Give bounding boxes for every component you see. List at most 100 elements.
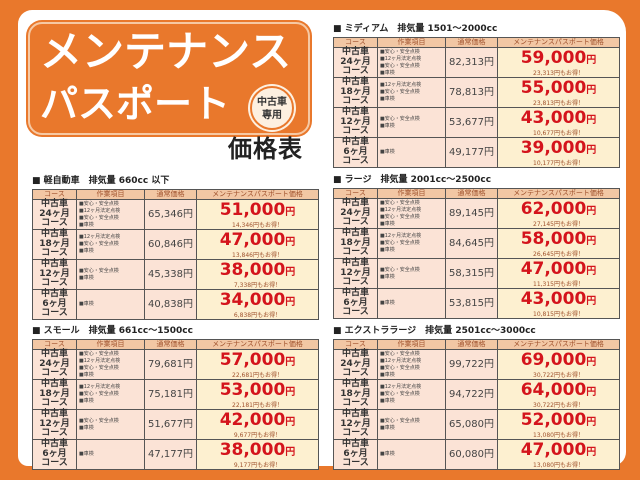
- table-row: 中古車 24ヶ月 コース ■安心・安全点検 ■12ヶ月法定点検 ■安心・安全点検 ■車検 89…: [333, 198, 620, 229]
- price-table-kei: ■ 軽自動車 排気量 660cc 以下 コース 作業項目 通常価格 メンテナンス…: [32, 168, 319, 320]
- passport-price-cell: 51,000円 14,346円もお得！: [196, 199, 319, 230]
- saving-text: 6,838円もお得！: [233, 311, 282, 319]
- course-cell: 中古車 24ヶ月 コース: [333, 198, 378, 229]
- work-cell: ■12ヶ月法定点検 ■安心・安全点検 ■車検: [76, 229, 145, 260]
- work-item: ■安心・安全点検: [79, 417, 119, 424]
- course-cell: 中古車 12ヶ月 コース: [333, 107, 378, 138]
- work-item: ■安心・安全点検: [380, 350, 420, 357]
- work-item: ■安心・安全点検: [380, 62, 420, 69]
- passport-price: 38,000: [219, 259, 286, 280]
- saving-text: 23,313円もお得！: [533, 69, 584, 77]
- course-cell: 中古車 6ヶ月 コース: [32, 439, 77, 470]
- course-label: 中古車: [341, 77, 369, 88]
- work-item: ■安心・安全点検: [380, 240, 420, 246]
- table-row: 中古車 6ヶ月 コース ■車検 49,177円 39,000円 10,177円もお得！: [333, 137, 620, 168]
- regular-price: 47,177円: [144, 439, 197, 470]
- course-label: コース: [342, 398, 369, 409]
- course-cell: 中古車 12ヶ月 コース: [32, 409, 77, 440]
- work-cell: ■安心・安全点検 ■車検: [377, 107, 446, 138]
- saving-text: 30,722円もお得！: [533, 401, 584, 409]
- header-passport: メンテナンスパスポート価格: [196, 189, 319, 200]
- course-label: 中古車: [341, 409, 369, 420]
- header-course: コース: [32, 339, 77, 350]
- course-label: コース: [342, 307, 369, 318]
- regular-price: 49,177円: [445, 137, 498, 168]
- saving-text: 13,080円もお得！: [533, 461, 584, 469]
- work-item: ■12ヶ月法定点検: [380, 233, 422, 239]
- regular-price: 65,080円: [445, 409, 498, 440]
- regular-price: 53,815円: [445, 288, 498, 319]
- header-regular: 通常価格: [445, 188, 498, 199]
- course-label: 18ヶ月: [340, 388, 371, 399]
- table-heading: ■ ミディアム 排気量 1501〜2000cc: [333, 24, 498, 34]
- work-item: ■12ヶ月法定点検: [380, 206, 422, 213]
- regular-price: 53,677円: [445, 107, 498, 138]
- course-label: コース: [342, 96, 369, 107]
- course-cell: 中古車 24ヶ月 コース: [333, 349, 378, 380]
- header-row: コース 作業項目 通常価格 メンテナンスパスポート価格: [333, 339, 620, 350]
- work-item: ■12ヶ月法定点検: [79, 384, 121, 390]
- saving-text: 27,145円もお得！: [533, 220, 584, 228]
- price-table-small: ■ スモール 排気量 661cc〜1500cc コース 作業項目 通常価格 メン…: [32, 318, 319, 470]
- passport-price: 64,000: [520, 379, 587, 400]
- title-line2: パスポート: [40, 82, 231, 126]
- passport-price: 47,000: [520, 439, 587, 460]
- work-item: ■車検: [380, 371, 395, 378]
- yen-unit: 円: [586, 144, 597, 156]
- regular-price: 40,838円: [144, 289, 197, 320]
- table-heading: ■ エクストララージ 排気量 2501cc〜3000cc: [333, 326, 536, 336]
- title-line1: メンテナンス: [40, 27, 292, 76]
- work-item: ■車検: [380, 398, 395, 404]
- work-item: ■車検: [79, 424, 94, 431]
- table-heading: ■ ラージ 排気量 2001cc〜2500cc: [333, 175, 492, 185]
- course-label: 18ヶ月: [39, 238, 70, 249]
- header-regular: 通常価格: [445, 339, 498, 350]
- header-work: 作業項目: [377, 339, 446, 350]
- passport-price: 53,000: [219, 379, 286, 400]
- header-course: コース: [333, 188, 378, 199]
- passport-price-cell: 42,000円 9,677円もお得！: [196, 409, 319, 440]
- course-cell: 中古車 18ヶ月 コース: [333, 77, 378, 108]
- passport-price-cell: 47,000円 11,315円もお得！: [497, 258, 620, 289]
- work-cell: ■車検: [377, 288, 446, 319]
- work-cell: ■安心・安全点検 ■12ヶ月法定点検 ■安心・安全点検 ■車検: [377, 349, 446, 380]
- passport-price-cell: 43,000円 10,677円もお得！: [497, 107, 620, 138]
- yen-unit: 円: [285, 236, 296, 248]
- price-table: コース 作業項目 通常価格 メンテナンスパスポート価格 中古車 24ヶ月 コース ■安心…: [333, 188, 620, 319]
- course-label: 中古車: [40, 229, 68, 240]
- work-item: ■車検: [380, 300, 395, 306]
- passport-price-cell: 38,000円 7,338円もお得！: [196, 259, 319, 290]
- course-cell: 中古車 18ヶ月 コース: [333, 228, 378, 259]
- work-cell: ■安心・安全点検 ■車検: [377, 258, 446, 289]
- header-work: 作業項目: [377, 37, 446, 48]
- work-item: ■車検: [380, 122, 395, 129]
- course-label: コース: [41, 458, 68, 469]
- yen-unit: 円: [586, 446, 597, 458]
- work-item: ■車検: [79, 451, 94, 457]
- price-list-title: 価格表: [228, 135, 303, 163]
- course-label: コース: [41, 308, 68, 319]
- work-cell: ■12ヶ月法定点検 ■安心・安全点検 ■車検: [76, 379, 145, 410]
- passport-price-cell: 64,000円 30,722円もお得！: [497, 379, 620, 410]
- table-row: 中古車 12ヶ月 コース ■安心・安全点検 ■車検 45,338円 38,000円 7,3…: [32, 259, 319, 290]
- course-label: 24ヶ月: [340, 358, 371, 369]
- regular-price: 82,313円: [445, 47, 498, 78]
- work-item: ■車検: [380, 273, 395, 280]
- work-item: ■車検: [79, 398, 94, 404]
- work-item: ■安心・安全点検: [79, 350, 119, 357]
- course-label: 12ヶ月: [39, 268, 70, 279]
- course-cell: 中古車 6ヶ月 コース: [32, 289, 77, 320]
- saving-text: 10,177円もお得！: [533, 159, 584, 167]
- yen-unit: 円: [586, 54, 597, 66]
- course-label: 18ヶ月: [340, 86, 371, 97]
- header-passport: メンテナンスパスポート価格: [497, 37, 620, 48]
- table-row: 中古車 24ヶ月 コース ■安心・安全点検 ■12ヶ月法定点検 ■安心・安全点検 ■車検 99…: [333, 349, 620, 380]
- course-label: コース: [342, 66, 369, 77]
- passport-price: 59,000: [520, 47, 587, 68]
- saving-text: 9,177円もお得！: [233, 461, 282, 469]
- passport-price: 58,000: [520, 228, 587, 249]
- work-item: ■安心・安全点検: [380, 417, 420, 424]
- regular-price: 58,315円: [445, 258, 498, 289]
- yen-unit: 円: [586, 114, 597, 126]
- passport-price: 47,000: [219, 229, 286, 250]
